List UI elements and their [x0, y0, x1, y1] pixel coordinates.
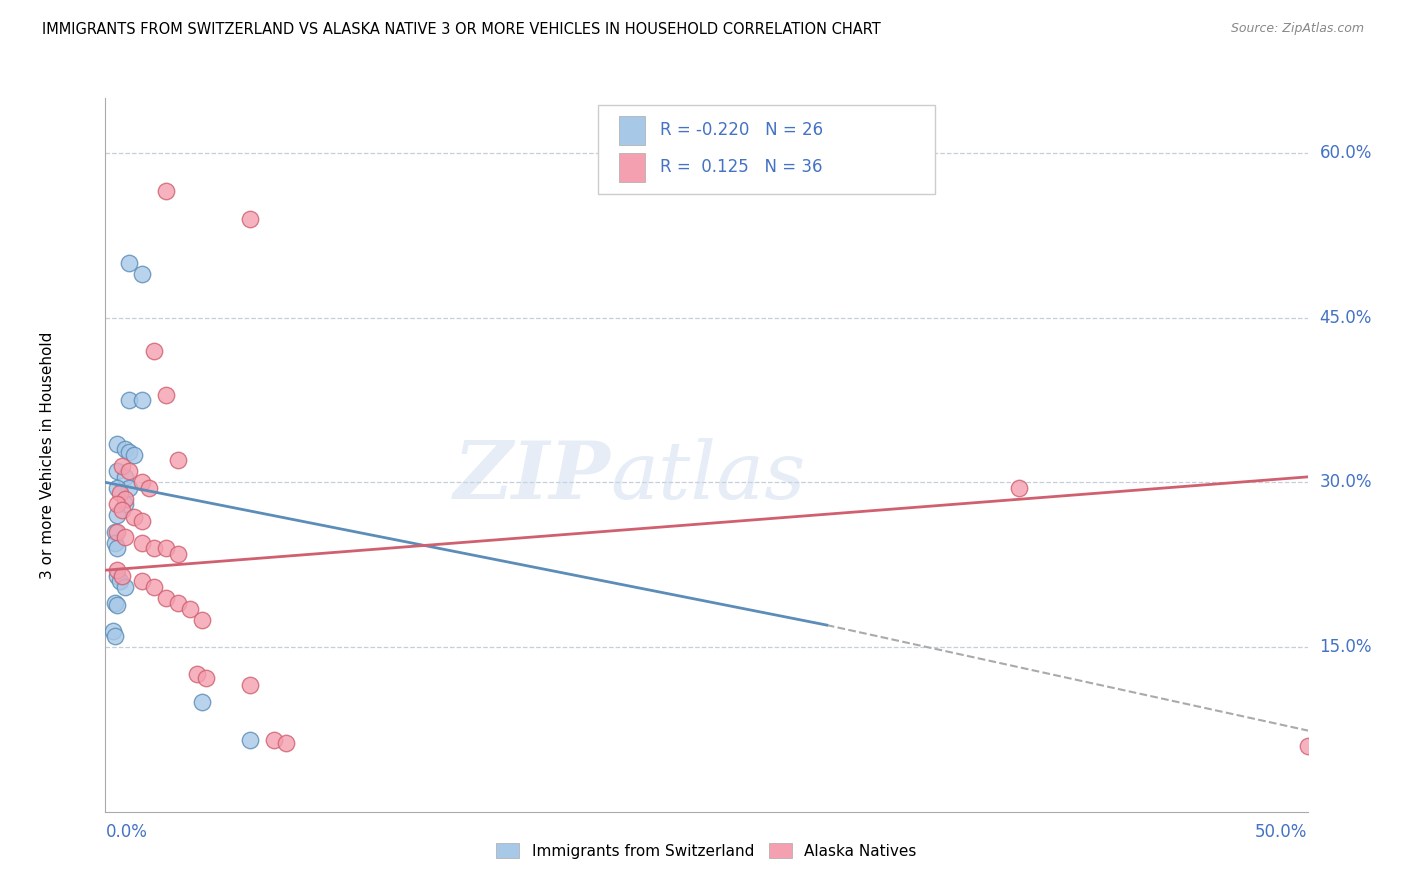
Point: [114, 470, 136, 484]
Point: [104, 524, 127, 539]
Point: [107, 464, 129, 478]
Point: [239, 733, 262, 747]
Point: [107, 524, 129, 539]
Point: [118, 444, 141, 458]
Legend: Immigrants from Switzerland, Alaska Natives: Immigrants from Switzerland, Alaska Nati…: [491, 837, 922, 864]
Point: [114, 497, 136, 511]
Point: [118, 464, 141, 478]
Text: 60.0%: 60.0%: [1320, 144, 1372, 162]
Point: [104, 535, 127, 549]
Text: 3 or more Vehicles in Household: 3 or more Vehicles in Household: [41, 331, 55, 579]
Point: [124, 448, 146, 462]
Text: 50.0%: 50.0%: [1256, 822, 1308, 840]
Point: [107, 568, 129, 582]
Point: [1008, 481, 1031, 495]
Point: [131, 267, 153, 281]
Point: [107, 541, 129, 556]
Text: R =  0.125   N = 36: R = 0.125 N = 36: [659, 159, 823, 177]
FancyBboxPatch shape: [599, 105, 935, 194]
Point: [108, 486, 131, 500]
Point: [111, 568, 134, 582]
Point: [107, 437, 129, 451]
Point: [195, 671, 218, 685]
Point: [166, 453, 188, 467]
Point: [155, 591, 177, 605]
Point: [111, 503, 134, 517]
Point: [101, 624, 124, 638]
Point: [104, 629, 127, 643]
Point: [111, 458, 134, 473]
Point: [131, 514, 153, 528]
Point: [108, 574, 131, 589]
Text: 15.0%: 15.0%: [1320, 638, 1372, 656]
Point: [155, 541, 177, 556]
FancyBboxPatch shape: [619, 153, 645, 182]
Point: [114, 442, 136, 457]
Text: Source: ZipAtlas.com: Source: ZipAtlas.com: [1230, 22, 1364, 36]
Point: [118, 392, 141, 407]
Point: [107, 497, 129, 511]
Point: [114, 491, 136, 506]
Point: [166, 547, 188, 561]
Point: [142, 541, 165, 556]
Point: [263, 733, 285, 747]
Point: [124, 510, 146, 524]
Point: [190, 613, 212, 627]
Point: [107, 481, 129, 495]
Point: [142, 580, 165, 594]
Point: [107, 599, 129, 613]
Point: [131, 574, 153, 589]
Text: atlas: atlas: [610, 438, 806, 515]
Point: [155, 185, 177, 199]
Text: 30.0%: 30.0%: [1320, 474, 1372, 491]
Point: [190, 695, 212, 709]
Point: [186, 667, 208, 681]
Text: R = -0.220   N = 26: R = -0.220 N = 26: [659, 121, 823, 139]
Point: [114, 530, 136, 544]
Point: [274, 735, 297, 749]
Text: 0.0%: 0.0%: [105, 822, 148, 840]
Point: [1296, 739, 1319, 753]
Point: [155, 387, 177, 401]
Point: [104, 596, 127, 610]
Point: [179, 601, 201, 615]
FancyBboxPatch shape: [619, 116, 645, 145]
Point: [131, 392, 153, 407]
Text: 45.0%: 45.0%: [1320, 309, 1372, 326]
Point: [239, 678, 262, 692]
Point: [107, 563, 129, 577]
Point: [118, 481, 141, 495]
Point: [107, 508, 129, 523]
Point: [131, 535, 153, 549]
Text: IMMIGRANTS FROM SWITZERLAND VS ALASKA NATIVE 3 OR MORE VEHICLES IN HOUSEHOLD COR: IMMIGRANTS FROM SWITZERLAND VS ALASKA NA…: [42, 22, 882, 37]
Point: [142, 343, 165, 358]
Point: [118, 256, 141, 270]
Text: ZIP: ZIP: [454, 438, 610, 515]
Point: [239, 211, 262, 226]
Point: [166, 596, 188, 610]
Point: [138, 481, 160, 495]
Point: [114, 580, 136, 594]
Point: [131, 475, 153, 490]
